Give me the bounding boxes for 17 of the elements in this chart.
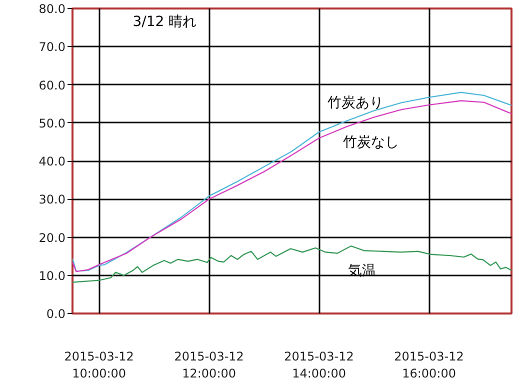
y-tick-label: 50.0 [38, 116, 66, 130]
y-tick-label: 60.0 [38, 78, 66, 92]
y-tick-label: 30.0 [38, 192, 66, 207]
series-label: 竹炭なし [343, 134, 400, 151]
x-tick-label: 2015-03-12 16:00:00 [394, 350, 464, 380]
annotation: 3/12 晴れ [132, 14, 197, 30]
y-tick-label: 20.0 [38, 230, 66, 245]
x-tick-label: 2015-03-12 14:00:00 [284, 350, 354, 380]
series-label: 竹炭あり [328, 95, 384, 112]
y-tick-label: 10.0 [38, 268, 66, 283]
y-tick-label: 80.0 [38, 2, 66, 16]
x-tick-label: 2015-03-12 10:00:00 [64, 350, 134, 380]
y-tick-label: 0.0 [46, 307, 66, 321]
line-series [72, 245, 512, 283]
y-tick-label: 40.0 [38, 154, 66, 168]
x-tick-label: 2015-03-12 12:00:00 [174, 350, 244, 380]
y-tick-label: 70.0 [38, 40, 66, 54]
